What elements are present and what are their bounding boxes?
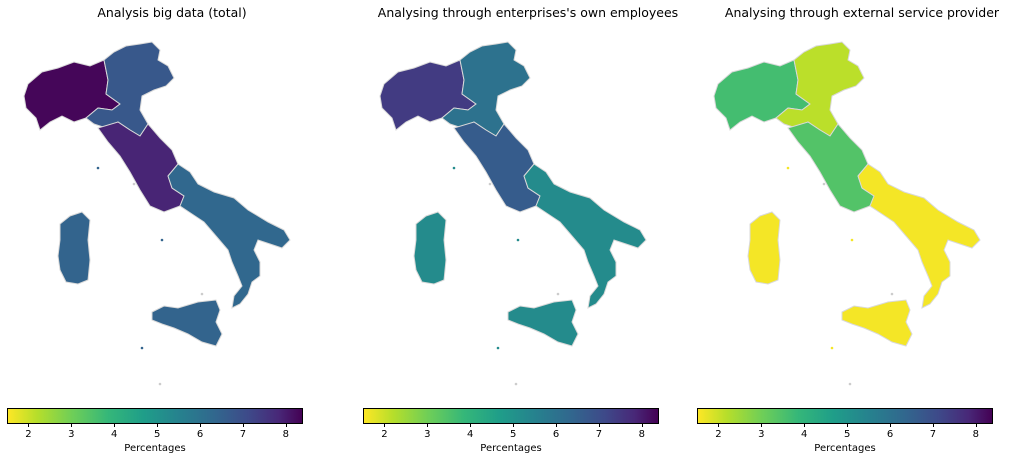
small-island bbox=[822, 182, 826, 186]
region-northeast bbox=[85, 41, 175, 137]
colorbar-tick-label: 8 bbox=[972, 429, 980, 440]
region-sardinia bbox=[413, 211, 447, 285]
colorbar-tick-label: 2 bbox=[715, 429, 722, 440]
colorbar-tick-label: 6 bbox=[196, 429, 204, 440]
small-island bbox=[140, 346, 144, 350]
map-panel-total: Analysis big data (total) 2 3 4 5 6 7 8 Percent… bbox=[2, 0, 342, 462]
colorbar-tick-label: 8 bbox=[282, 429, 290, 440]
small-island bbox=[160, 238, 164, 242]
colorbar-tick bbox=[513, 424, 515, 427]
colorbar-tick-label: 5 bbox=[153, 429, 161, 440]
colorbar bbox=[363, 408, 659, 424]
map-panel-external-provider: Analysing through external service provi… bbox=[692, 0, 1018, 462]
colorbar-tick-label: 4 bbox=[111, 429, 118, 440]
colorbar-tick bbox=[200, 424, 202, 427]
region-centre bbox=[97, 121, 185, 213]
colorbar-tick bbox=[598, 424, 600, 427]
small-island bbox=[96, 166, 100, 170]
region-south bbox=[167, 163, 291, 309]
small-island bbox=[786, 166, 790, 170]
small-island bbox=[516, 238, 520, 242]
colorbar-tick bbox=[890, 424, 892, 427]
region-south bbox=[523, 163, 647, 309]
colorbar-tick-label: 5 bbox=[509, 429, 517, 440]
colorbar-label: Percentages bbox=[124, 443, 186, 454]
colorbar-tick-label: 7 bbox=[239, 429, 247, 440]
colorbar-tick bbox=[761, 424, 763, 427]
colorbar-ticks: 2 3 4 5 6 7 8 bbox=[697, 424, 993, 446]
colorbar-tick-label: 7 bbox=[595, 429, 603, 440]
colorbar-tick-label: 4 bbox=[467, 429, 474, 440]
small-island bbox=[132, 182, 136, 186]
colorbar-tick bbox=[641, 424, 643, 427]
colorbar-tick bbox=[718, 424, 720, 427]
small-island bbox=[514, 382, 518, 386]
colorbar-label: Percentages bbox=[814, 443, 876, 454]
small-island bbox=[890, 292, 894, 296]
small-island bbox=[848, 382, 852, 386]
colorbar-tick-label: 2 bbox=[381, 429, 388, 440]
colorbar-tick bbox=[427, 424, 429, 427]
region-centre bbox=[787, 121, 875, 213]
region-south bbox=[857, 163, 981, 309]
small-island bbox=[830, 346, 834, 350]
italy-choropleth-map bbox=[713, 41, 981, 386]
region-northeast bbox=[775, 41, 865, 137]
colorbar bbox=[697, 408, 993, 424]
colorbar-tick bbox=[975, 424, 977, 427]
colorbar-tick-label: 7 bbox=[929, 429, 937, 440]
small-island bbox=[496, 346, 500, 350]
region-sicily bbox=[151, 299, 223, 347]
italy-choropleth-map bbox=[379, 41, 647, 386]
colorbar-tick-label: 6 bbox=[886, 429, 894, 440]
colorbar-tick-label: 2 bbox=[25, 429, 32, 440]
colorbar-tick bbox=[804, 424, 806, 427]
region-northeast bbox=[441, 41, 531, 137]
italy-choropleth-map bbox=[23, 41, 291, 386]
colorbar-tick bbox=[384, 424, 386, 427]
colorbar-tick bbox=[114, 424, 116, 427]
colorbar-tick-label: 3 bbox=[424, 429, 431, 440]
small-island bbox=[850, 238, 854, 242]
colorbar-tick-label: 6 bbox=[552, 429, 560, 440]
colorbar-tick bbox=[71, 424, 73, 427]
colorbar-tick-label: 4 bbox=[801, 429, 808, 440]
panel-title: Analysis big data (total) bbox=[97, 5, 247, 20]
colorbar-tick bbox=[285, 424, 287, 427]
region-sicily bbox=[841, 299, 913, 347]
region-sicily bbox=[507, 299, 579, 347]
map-panel-own-employees: Analysing through enterprises's own empl… bbox=[358, 0, 698, 462]
small-island bbox=[556, 292, 560, 296]
colorbar-tick-label: 8 bbox=[638, 429, 646, 440]
colorbar bbox=[7, 408, 303, 424]
colorbar-tick bbox=[242, 424, 244, 427]
colorbar-ticks: 2 3 4 5 6 7 8 bbox=[363, 424, 659, 446]
small-island bbox=[200, 292, 204, 296]
colorbar-tick-label: 5 bbox=[843, 429, 851, 440]
colorbar-tick-label: 3 bbox=[68, 429, 75, 440]
colorbar-tick bbox=[932, 424, 934, 427]
colorbar-tick bbox=[470, 424, 472, 427]
colorbar-tick bbox=[157, 424, 159, 427]
region-centre bbox=[453, 121, 541, 213]
colorbar-ticks: 2 3 4 5 6 7 8 bbox=[7, 424, 303, 446]
colorbar-tick-label: 3 bbox=[758, 429, 765, 440]
colorbar-tick bbox=[556, 424, 558, 427]
panel-title: Analysing through external service provi… bbox=[724, 5, 1000, 20]
region-sardinia bbox=[747, 211, 781, 285]
colorbar-tick bbox=[28, 424, 30, 427]
colorbar-label: Percentages bbox=[480, 443, 542, 454]
colorbar-tick bbox=[847, 424, 849, 427]
small-island bbox=[452, 166, 456, 170]
region-sardinia bbox=[57, 211, 91, 285]
small-island bbox=[158, 382, 162, 386]
panel-title: Analysing through enterprises's own empl… bbox=[377, 5, 679, 20]
small-island bbox=[488, 182, 492, 186]
